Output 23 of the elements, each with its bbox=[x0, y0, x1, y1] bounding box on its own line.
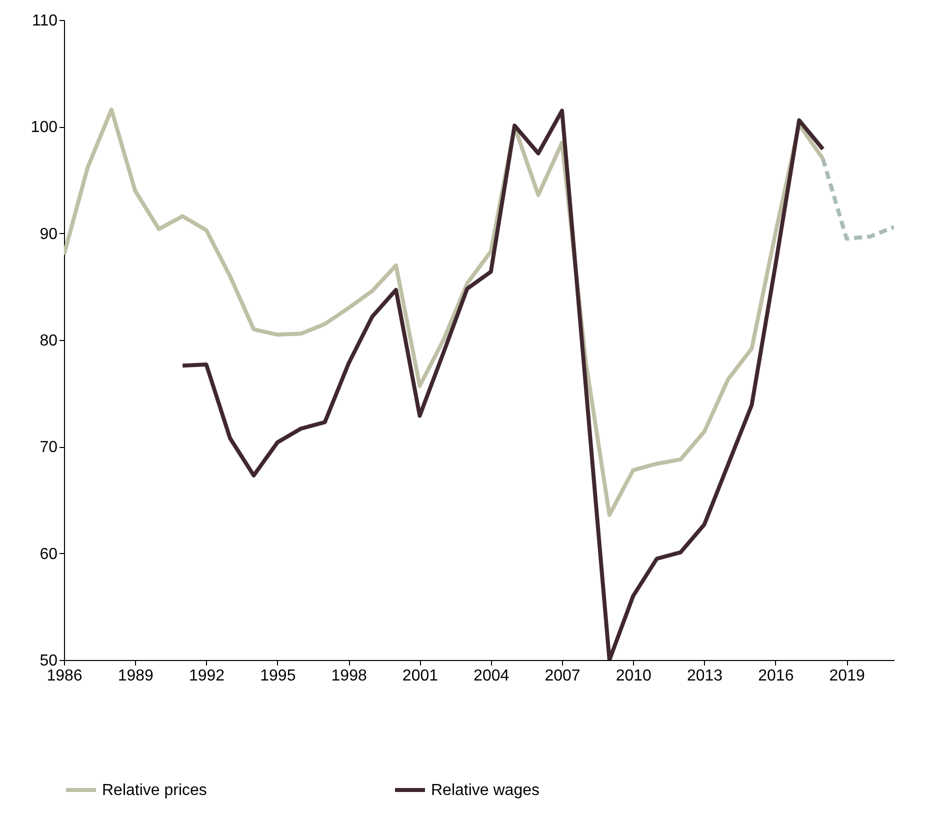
legend-label: Relative wages bbox=[431, 782, 540, 799]
y-tick-label: 90 bbox=[40, 226, 58, 243]
y-tick-label: 50 bbox=[40, 652, 58, 670]
x-tick-label: 2016 bbox=[758, 668, 794, 684]
y-tick-label: 80 bbox=[40, 332, 58, 350]
x-tick-label: 2004 bbox=[474, 668, 510, 684]
x-tick-label: 1995 bbox=[260, 668, 296, 684]
x-tick-label: 2019 bbox=[829, 668, 865, 684]
y-tick-label: 60 bbox=[40, 546, 58, 563]
line-series bbox=[820, 156, 894, 241]
y-tick-label: 100 bbox=[30, 119, 58, 136]
line-series bbox=[180, 108, 825, 660]
x-tick-label: 1998 bbox=[331, 668, 367, 684]
x-tick-label: 2013 bbox=[686, 668, 723, 684]
y-tick-label: 110 bbox=[32, 12, 58, 30]
x-tick-label: 1986 bbox=[46, 668, 82, 684]
x-tick-label: 1992 bbox=[188, 668, 225, 684]
x-tick-label: 2007 bbox=[544, 668, 580, 684]
x-tick-label: 2001 bbox=[402, 668, 438, 684]
y-tick-label: 70 bbox=[40, 439, 58, 456]
x-tick-label: 1989 bbox=[118, 668, 154, 684]
legend-label: Relative prices bbox=[102, 782, 207, 799]
x-tick-label: 2010 bbox=[616, 668, 652, 684]
